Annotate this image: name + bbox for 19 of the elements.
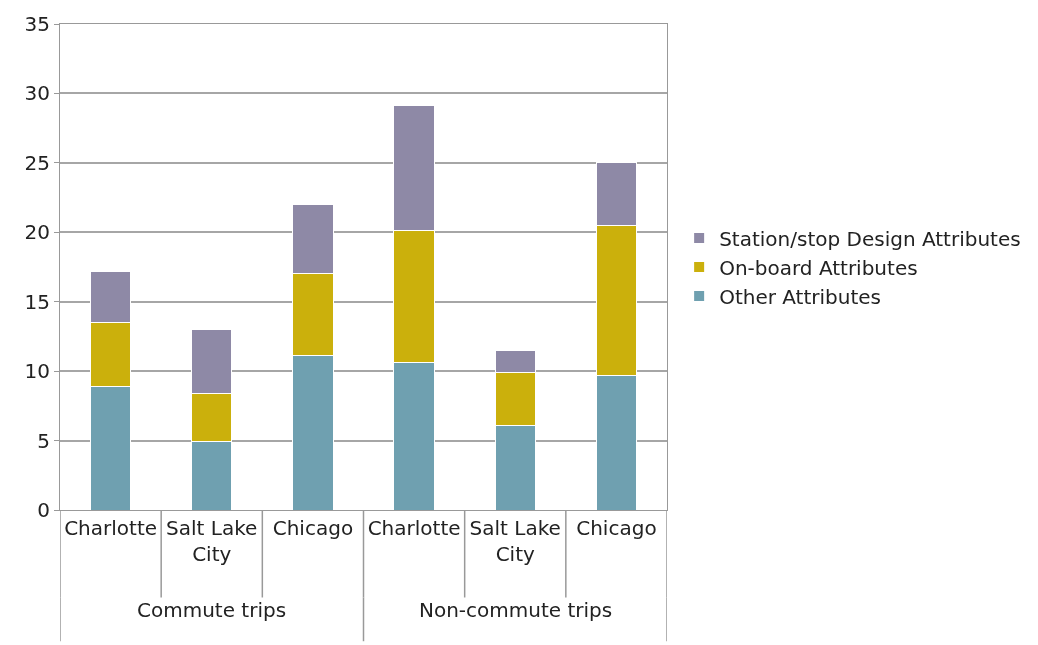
x-tick-label: Charlotte <box>64 516 158 540</box>
x-tick-label: Salt Lake City <box>166 516 258 566</box>
legend-label: Station/stop Design Attributes <box>719 226 1021 251</box>
y-tick-label: 15 <box>24 289 50 314</box>
text: Non-commute trips <box>419 598 613 622</box>
x-tick-label: Charlotte <box>367 516 461 540</box>
y-tick-label: 0 <box>37 498 50 522</box>
y-tick-label: 25 <box>24 150 50 175</box>
legend-label: Other Attributes <box>719 284 882 309</box>
y-tick-label: 10 <box>24 359 50 384</box>
y-tick-label: 30 <box>24 81 50 106</box>
legend-label: On-board Attributes <box>719 255 918 280</box>
x-tick-label: Chicago <box>576 516 657 540</box>
text: Commute trips <box>137 598 287 622</box>
y-tick-label: 20 <box>24 220 50 245</box>
x-tick-label: Salt Lake City <box>469 516 561 566</box>
y-tick-label: 35 <box>24 12 50 36</box>
y-tick-label: 5 <box>37 428 50 453</box>
x-tick-label: Chicago <box>272 516 354 540</box>
